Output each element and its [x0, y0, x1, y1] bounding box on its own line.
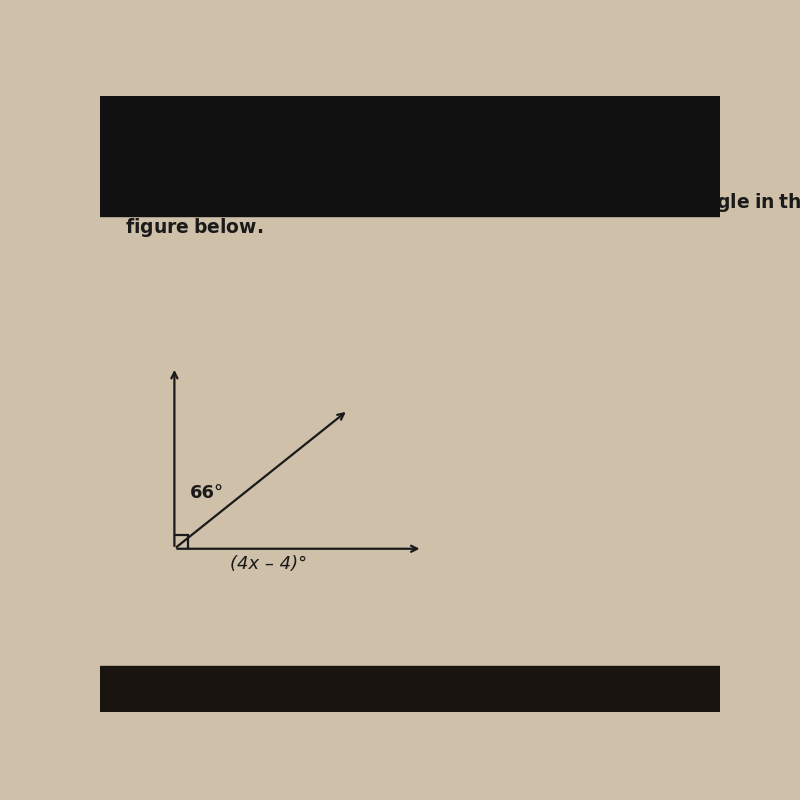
Text: $\bf{3.\;\;Find\;the\;value\;of}$ $\mathit{x}$ $\bf{and\;the\;measure\;of\;the\;: $\bf{3.\;\;Find\;the\;value\;of}$ $\math…: [125, 191, 800, 214]
Text: $\bf{figure\;below.}$: $\bf{figure\;below.}$: [125, 216, 263, 239]
Bar: [100, 96, 720, 216]
Text: (4x – 4)°: (4x – 4)°: [230, 555, 307, 573]
Bar: [100, 666, 720, 712]
Text: 2G: 2G: [682, 204, 702, 218]
Text: 66°: 66°: [190, 484, 224, 502]
